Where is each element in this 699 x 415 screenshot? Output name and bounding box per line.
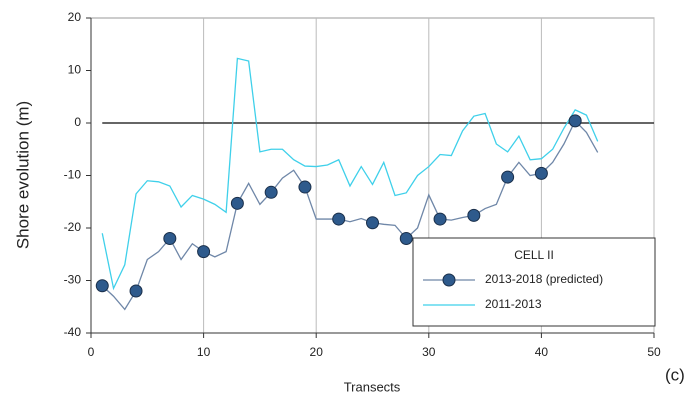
marker [197, 245, 211, 259]
legend-title: CELL II [514, 248, 554, 262]
x-tick-label: 50 [647, 345, 661, 359]
legend-label: 2013-2018 (predicted) [485, 272, 603, 286]
marker [366, 216, 379, 230]
y-tick-label: -30 [64, 273, 82, 287]
y-tick-label: -40 [64, 325, 82, 339]
y-tick-label: 0 [74, 115, 81, 129]
marker [163, 232, 177, 245]
legend-label: 2011-2013 [485, 297, 542, 311]
x-axis-title: Transects [344, 379, 401, 394]
marker [298, 180, 312, 194]
y-tick-label: -20 [64, 220, 82, 234]
marker [501, 170, 515, 184]
y-tick-label: 20 [68, 10, 82, 24]
y-tick-label: -10 [64, 168, 82, 182]
marker [129, 284, 143, 298]
marker [230, 196, 244, 210]
marker [467, 208, 481, 222]
series-line [101, 119, 599, 311]
series-line [101, 57, 599, 291]
legend-marker [442, 273, 456, 287]
x-tick-label: 0 [88, 345, 95, 359]
x-tick-label: 40 [535, 345, 549, 359]
x-tick-label: 30 [422, 345, 436, 359]
marker [433, 212, 447, 226]
y-tick-label: 10 [68, 63, 82, 77]
marker [264, 185, 278, 199]
panel-label: (c) [665, 365, 685, 384]
y-axis-title: Shore evolution (m) [13, 101, 32, 249]
x-tick-label: 20 [310, 345, 324, 359]
marker [332, 212, 346, 226]
x-tick-label: 10 [197, 345, 211, 359]
marker [534, 166, 548, 180]
marker [399, 232, 413, 245]
marker [95, 279, 109, 293]
marker [568, 114, 582, 128]
